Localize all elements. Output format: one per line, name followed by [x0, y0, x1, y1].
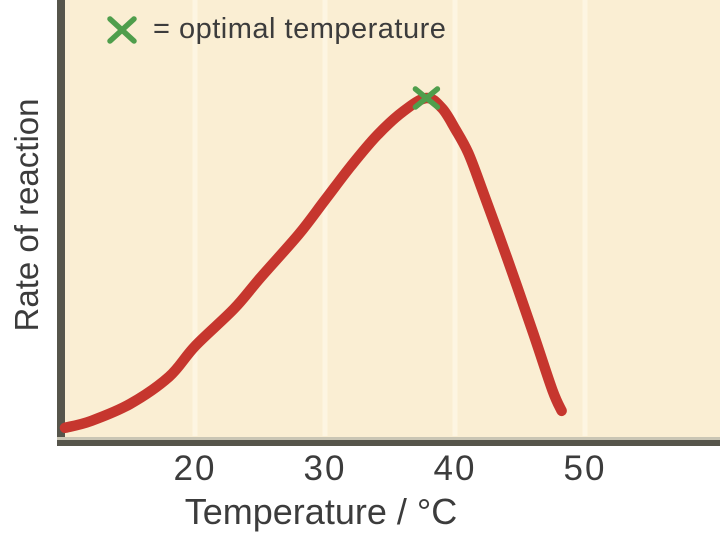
x-axis-title: Temperature / °C — [184, 491, 458, 532]
y-axis-line — [57, 0, 65, 446]
x-axis-line — [57, 437, 720, 446]
optimal-x-icon — [107, 15, 137, 44]
legend-label: = optimal temperature — [153, 13, 447, 45]
x-tick-50: 50 — [563, 449, 607, 488]
y-axis-label: Rate of reaction — [8, 98, 45, 332]
optimal-temperature-marker — [412, 86, 441, 110]
x-tick-30: 30 — [303, 449, 347, 488]
legend: = optimal temperature — [106, 13, 446, 46]
gridlines — [192, 0, 588, 436]
x-tick-20: 20 — [173, 449, 217, 488]
plot-area — [61, 0, 720, 438]
x-tick-40: 40 — [433, 449, 477, 488]
reaction-rate-curve — [59, 92, 567, 434]
